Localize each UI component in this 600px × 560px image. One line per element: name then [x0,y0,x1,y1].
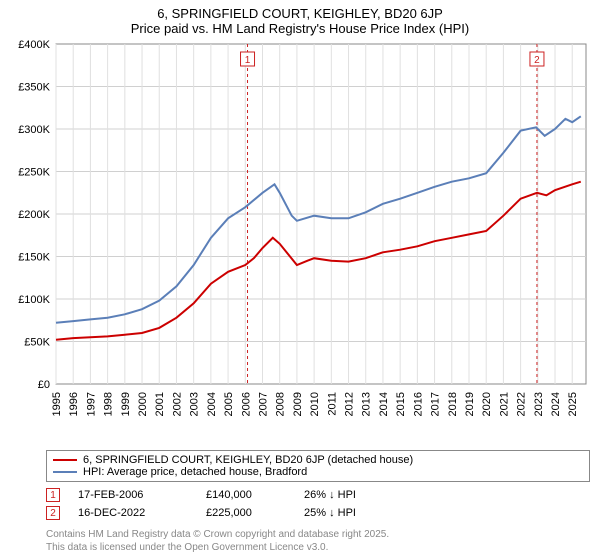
x-tick-label: 2007 [257,392,269,416]
legend-label: HPI: Average price, detached house, Brad… [83,466,307,478]
transaction-marker: 1 [46,488,60,502]
x-tick-label: 2002 [171,392,183,416]
chart-marker-number: 2 [534,55,540,66]
chart-title-block: 6, SPRINGFIELD COURT, KEIGHLEY, BD20 6JP… [0,0,600,38]
x-tick-label: 2008 [275,392,287,416]
x-tick-label: 2013 [361,392,373,416]
chart-marker-number: 1 [245,55,251,66]
x-tick-label: 2019 [464,392,476,416]
legend-swatch [53,459,77,461]
x-tick-label: 2011 [326,392,338,416]
y-tick-label: £200K [18,209,50,221]
x-tick-label: 2004 [206,392,218,416]
x-tick-label: 2015 [395,392,407,416]
legend-label: 6, SPRINGFIELD COURT, KEIGHLEY, BD20 6JP… [83,454,413,466]
chart-svg: £0 £50K £100K £150K £200K £250K £300K £350K £400… [10,40,590,420]
x-tick-label: 2010 [309,392,321,416]
transaction-date: 17-FEB-2006 [78,489,188,501]
y-tick-label: £50K [24,337,50,349]
x-tick-label: 2000 [137,392,149,416]
y-tick-label: £250K [18,167,50,179]
x-tick-label: 2020 [481,392,493,416]
legend-row: 6, SPRINGFIELD COURT, KEIGHLEY, BD20 6JP… [53,454,583,466]
x-tick-label: 2025 [567,392,579,416]
y-tick-label: £100K [18,294,50,306]
x-tick-label: 1999 [120,392,132,416]
transaction-price: £225,000 [206,507,286,519]
x-tick-label: 2021 [498,392,510,416]
y-tick-label: £300K [18,124,50,136]
x-tick-label: 2006 [240,392,252,416]
x-tick-label: 2012 [344,392,356,416]
y-tick-label: £350K [18,82,50,94]
x-tick-label: 2023 [533,392,545,416]
y-tick-label: £0 [38,379,50,391]
x-tick-label: 1995 [51,392,63,416]
chart-area: £0 £50K £100K £150K £200K £250K £300K £350K £400… [10,40,590,446]
legend: 6, SPRINGFIELD COURT, KEIGHLEY, BD20 6JP… [46,450,590,482]
x-tick-label: 1998 [103,392,115,416]
transaction-marker: 2 [46,506,60,520]
x-tick-label: 2016 [412,392,424,416]
footer-line2: This data is licensed under the Open Gov… [46,541,590,554]
x-tick-label: 2017 [430,392,442,416]
x-tick-label: 2018 [447,392,459,416]
x-tick-label: 1996 [68,392,80,416]
x-tick-label: 2024 [550,392,562,416]
transaction-row: 1 17-FEB-2006 £140,000 26% ↓ HPI [46,488,590,502]
transactions-table: 1 17-FEB-2006 £140,000 26% ↓ HPI 2 16-DEC-202… [46,488,590,524]
x-tick-label: 2001 [154,392,166,416]
transaction-relative: 25% ↓ HPI [304,507,590,519]
transaction-relative: 26% ↓ HPI [304,489,590,501]
x-tick-label: 2014 [378,392,390,416]
x-tick-label: 2022 [516,392,528,416]
transaction-date: 16-DEC-2022 [78,507,188,519]
y-tick-label: £150K [18,252,50,264]
title-subtitle: Price paid vs. HM Land Registry's House … [10,21,590,36]
legend-row: HPI: Average price, detached house, Brad… [53,466,583,478]
x-tick-label: 2009 [292,392,304,416]
transaction-price: £140,000 [206,489,286,501]
x-tick-label: 1997 [85,392,97,416]
x-tick-label: 2003 [189,392,201,416]
footer-line1: Contains HM Land Registry data © Crown c… [46,528,590,541]
footer-attribution: Contains HM Land Registry data © Crown c… [46,528,590,554]
title-address: 6, SPRINGFIELD COURT, KEIGHLEY, BD20 6JP [10,6,590,21]
legend-swatch [53,471,77,473]
transaction-row: 2 16-DEC-2022 £225,000 25% ↓ HPI [46,506,590,520]
x-tick-label: 2005 [223,392,235,416]
y-tick-label: £400K [18,40,50,51]
